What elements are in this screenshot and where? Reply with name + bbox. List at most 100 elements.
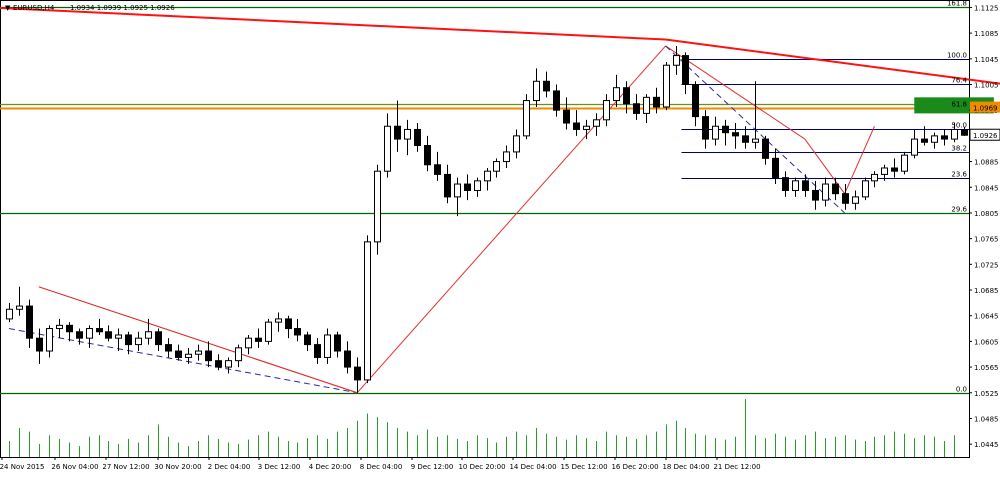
candle-body — [663, 64, 670, 108]
candle-body — [533, 80, 540, 102]
candle-body — [474, 180, 481, 191]
candle-body — [881, 167, 888, 175]
fib-level-label: 38.2 — [951, 145, 967, 153]
candle-body — [374, 170, 381, 243]
fib-level-label: 29.6 — [951, 206, 967, 214]
candle-body — [871, 173, 878, 182]
x-tick-label: 18 Dec 04:00 — [662, 463, 709, 471]
candle-body — [364, 241, 371, 381]
x-tick-label: 26 Nov 04:00 — [51, 463, 98, 471]
candle-body — [772, 157, 779, 179]
current-price-label: 1.0926 — [973, 132, 998, 140]
y-tick-label: 1.0565 — [974, 364, 999, 372]
x-tick-label: 10 Dec 20:00 — [458, 463, 505, 471]
candle-body — [762, 138, 769, 159]
fib-level-label: 0.0 — [956, 386, 967, 394]
candle-body — [673, 55, 680, 66]
level-labels: 161.8 100.0 76.4 61.8 50.0 38.2 23.6 29.6 0.0 — [947, 0, 968, 394]
time-axis: 24 Nov 2015 26 Nov 04:00 27 Nov 12:00 30 No… — [0, 457, 761, 471]
candle-body — [285, 318, 292, 330]
fib-level-label: 61.8 — [951, 101, 967, 109]
candle-body — [822, 183, 829, 201]
candle-body — [493, 161, 500, 172]
x-tick-label: 24 Nov 2015 — [0, 463, 44, 471]
candle-body — [155, 331, 162, 346]
chart-frame — [0, 0, 970, 458]
header-symbol-triangle-icon: ▼ — [5, 4, 11, 12]
candle-body — [434, 164, 441, 175]
x-tick-label: 16 Dec 20:00 — [611, 463, 658, 471]
candle-body — [523, 100, 530, 137]
x-tick-label: 15 Dec 12:00 — [560, 463, 607, 471]
candle-body — [832, 183, 839, 195]
candle-body — [484, 170, 491, 182]
header-symbol: EURUSD,H4 — [13, 4, 55, 12]
candle-body — [215, 360, 222, 368]
trend-lines — [0, 6, 1000, 394]
y-tick-label: 1.0445 — [974, 441, 999, 449]
candle-body — [742, 135, 749, 143]
candlestick-series — [6, 45, 968, 393]
y-tick-label: 1.0885 — [974, 159, 999, 167]
y-tick-label: 1.0605 — [974, 338, 999, 346]
candle-body — [543, 80, 550, 92]
y-tick-label: 1.0485 — [974, 415, 999, 423]
y-tick-label: 1.0805 — [974, 210, 999, 218]
candle-body — [732, 132, 739, 137]
fib-level-label: 100.0 — [947, 52, 967, 60]
x-tick-label: 3 Dec 12:00 — [258, 463, 301, 471]
candle-body — [891, 167, 898, 172]
candle-body — [613, 87, 620, 102]
candle-body — [334, 334, 341, 352]
trendline-descending — [0, 6, 666, 41]
candle-body — [165, 344, 172, 352]
candle-body — [275, 318, 282, 323]
candle-body — [96, 328, 103, 333]
candle-body — [135, 337, 142, 346]
candle-body — [702, 116, 709, 140]
candle-body — [464, 183, 471, 191]
candle-body — [583, 125, 590, 130]
candle-body — [623, 87, 630, 105]
y-tick-label: 1.1005 — [974, 81, 999, 89]
candle-body — [46, 328, 53, 352]
candle-body — [961, 129, 968, 136]
candle-body — [643, 96, 650, 114]
candle-body — [394, 125, 401, 140]
fib-level-label: 23.6 — [951, 171, 967, 179]
candle-body — [752, 138, 759, 143]
y-tick-label: 1.1085 — [974, 30, 999, 38]
y-tick-label: 1.1045 — [974, 56, 999, 64]
candle-body — [513, 135, 520, 153]
candle-body — [255, 337, 262, 342]
y-tick-label: 1.0525 — [974, 390, 999, 398]
volume-histogram — [9, 399, 955, 457]
candle-body — [951, 128, 958, 140]
resistance-price-label: 1.0969 — [973, 105, 998, 113]
candle-body — [185, 353, 192, 358]
candle-body — [782, 177, 789, 191]
candle-body — [812, 189, 819, 201]
header-quote: 1.0934 1.0939 1.0925 1.0926 — [70, 4, 175, 12]
trendline-descending — [665, 38, 1000, 85]
candle-body — [921, 138, 928, 143]
candle-body — [145, 331, 152, 339]
fib-level-label: 161.8 — [947, 0, 967, 8]
candle-body — [36, 337, 43, 352]
x-tick-label: 21 Dec 12:00 — [713, 463, 760, 471]
zigzag-segment — [356, 45, 666, 394]
candle-body — [454, 183, 461, 198]
candle-body — [603, 100, 610, 121]
candle-body — [56, 324, 63, 330]
candle-body — [931, 135, 938, 143]
x-tick-label: 27 Nov 12:00 — [102, 463, 149, 471]
candle-body — [245, 337, 252, 349]
candle-body — [503, 151, 510, 163]
candle-body — [115, 334, 122, 339]
candle-body — [235, 347, 242, 362]
candle-body — [414, 128, 421, 147]
current-price-tag — [969, 128, 1000, 141]
